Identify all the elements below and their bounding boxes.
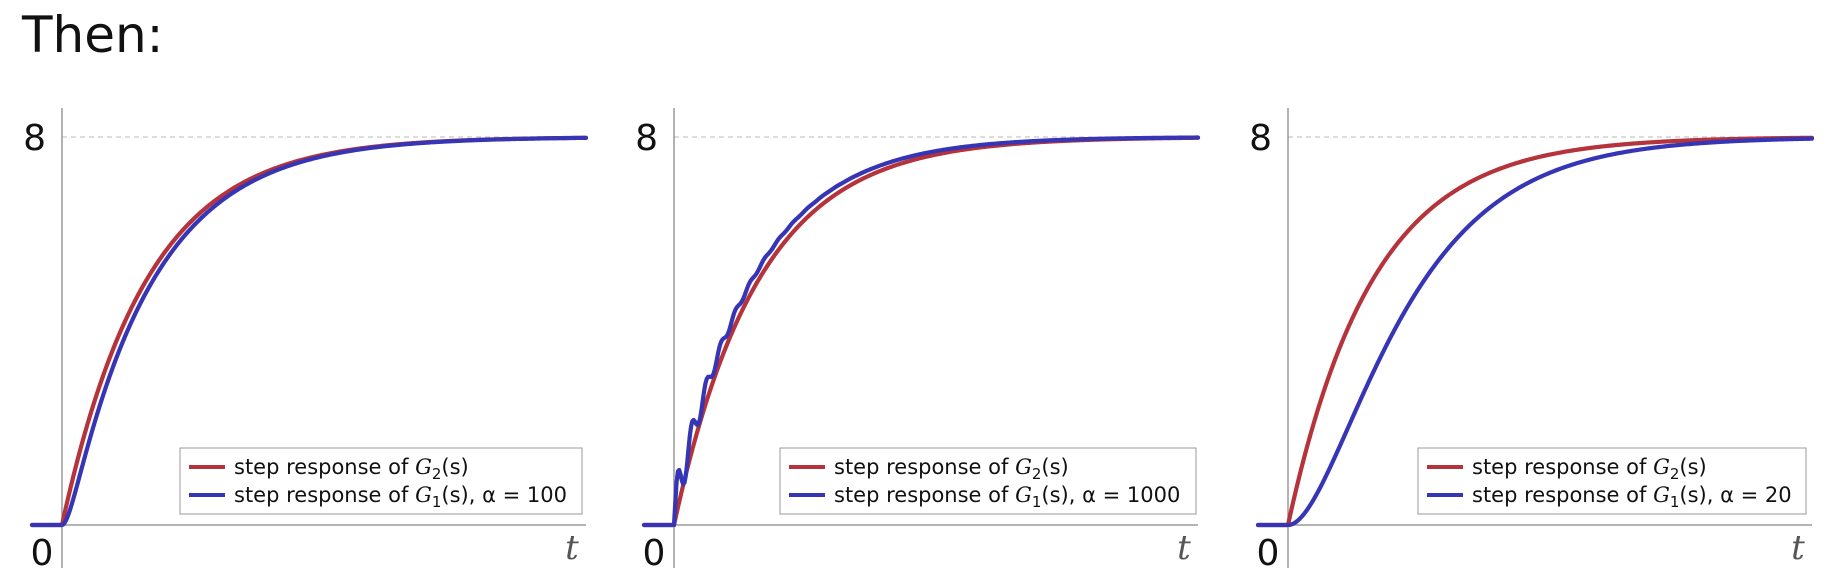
y-tick-label: 8 [23, 118, 46, 159]
page-heading: Then: [22, 6, 164, 64]
x-axis-label: t [1177, 528, 1191, 568]
chart-panel-1: 8 0 t step response of G2(s)step response o… [23, 108, 589, 574]
origin-label: 0 [643, 533, 666, 574]
y-tick-label: 8 [1249, 118, 1272, 159]
y-tick-label: 8 [635, 118, 658, 159]
legend-entry: step response of G1(s), α = 20 [1472, 483, 1792, 511]
series-line-1 [1255, 135, 1815, 528]
legend-box [1417, 447, 1807, 515]
series-line-2 [641, 135, 1201, 528]
series-line-2 [1255, 136, 1815, 528]
legend-entry: step response of G1(s), α = 1000 [834, 483, 1180, 511]
origin-label: 0 [1257, 533, 1280, 574]
x-axis-label: t [1791, 528, 1805, 568]
chart-panel-2: 8 0 t step response of G2(s)step response o… [635, 108, 1201, 574]
chart-panel-3: 8 0 t step response of G2(s)step response o… [1249, 108, 1815, 574]
series-line-2 [29, 135, 589, 528]
legend-entry: step response of G1(s), α = 100 [234, 483, 567, 511]
x-axis-label: t [565, 528, 579, 568]
legend-entry: step response of G2(s) [1472, 455, 1707, 483]
legend-entry: step response of G2(s) [234, 455, 469, 483]
legend-entry: step response of G2(s) [834, 455, 1069, 483]
legend-box [779, 447, 1197, 515]
legend-box [179, 447, 583, 515]
origin-label: 0 [31, 533, 54, 574]
